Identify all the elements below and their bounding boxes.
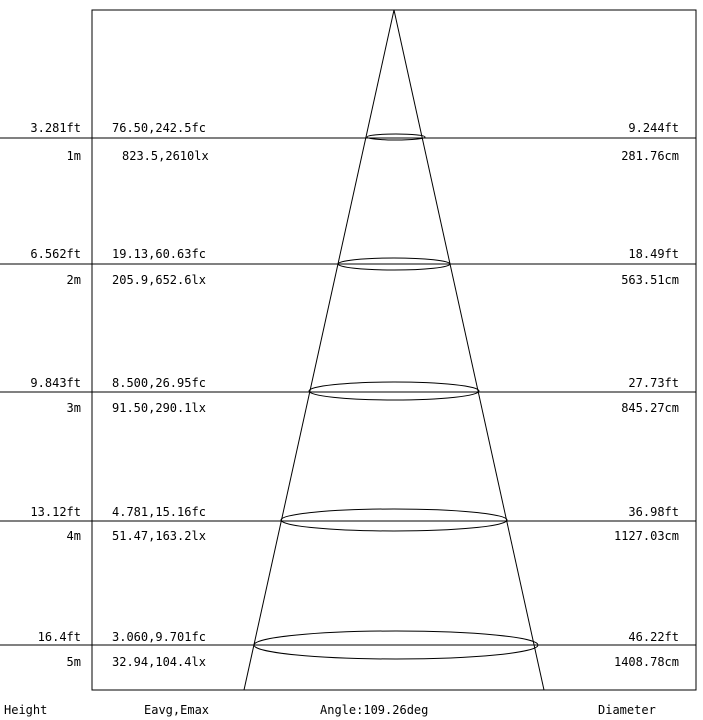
diameter-cm-label: 1127.03cm (614, 529, 679, 543)
illuminance-fc-label: 3.060,9.701fc (112, 630, 206, 644)
diameter-ft-label: 46.22ft (628, 630, 679, 644)
height-m-label: 5m (67, 655, 81, 669)
illuminance-fc-label: 4.781,15.16fc (112, 505, 206, 519)
beam-left-edge (244, 10, 394, 690)
illuminance-fc-label: 76.50,242.5fc (112, 121, 206, 135)
illuminance-lx-label: 823.5,2610lx (122, 149, 209, 163)
level-3: 9.843ft 3m 8.500,26.95fc 91.50,290.1lx 2… (0, 376, 696, 415)
diameter-column-label: Diameter (598, 703, 656, 717)
height-m-label: 2m (67, 273, 81, 287)
level-5: 16.4ft 5m 3.060,9.701fc 32.94,104.4lx 46… (0, 630, 696, 669)
height-m-label: 3m (67, 401, 81, 415)
height-ft-label: 9.843ft (30, 376, 81, 390)
diameter-ft-label: 36.98ft (628, 505, 679, 519)
beam-ellipse (281, 509, 507, 531)
beam-right-edge (394, 10, 544, 690)
illuminance-lx-label: 51.47,163.2lx (112, 529, 206, 543)
diameter-cm-label: 845.27cm (621, 401, 679, 415)
illuminance-lx-label: 32.94,104.4lx (112, 655, 206, 669)
diameter-ft-label: 27.73ft (628, 376, 679, 390)
beam-ellipse (367, 134, 425, 140)
height-ft-label: 3.281ft (30, 121, 81, 135)
diameter-ft-label: 18.49ft (628, 247, 679, 261)
height-column-label: Height (4, 703, 47, 717)
height-ft-label: 6.562ft (30, 247, 81, 261)
diameter-cm-label: 1408.78cm (614, 655, 679, 669)
illuminance-fc-label: 19.13,60.63fc (112, 247, 206, 261)
illuminance-lx-label: 91.50,290.1lx (112, 401, 206, 415)
illuminance-fc-label: 8.500,26.95fc (112, 376, 206, 390)
diameter-cm-label: 563.51cm (621, 273, 679, 287)
level-4: 13.12ft 4m 4.781,15.16fc 51.47,163.2lx 3… (0, 505, 696, 543)
illuminance-lx-label: 205.9,652.6lx (112, 273, 206, 287)
diameter-cm-label: 281.76cm (621, 149, 679, 163)
height-ft-label: 13.12ft (30, 505, 81, 519)
illuminance-column-label: Eavg,Emax (144, 703, 209, 717)
level-1: 3.281ft 1m 76.50,242.5fc 823.5,2610lx 9.… (0, 121, 696, 163)
level-2: 6.562ft 2m 19.13,60.63fc 205.9,652.6lx 1… (0, 247, 696, 287)
diagram-frame (92, 10, 696, 690)
height-m-label: 1m (67, 149, 81, 163)
height-ft-label: 16.4ft (38, 630, 81, 644)
height-m-label: 4m (67, 529, 81, 543)
beam-angle-label: Angle:109.26deg (320, 703, 428, 717)
beam-ellipse (309, 382, 479, 400)
diameter-ft-label: 9.244ft (628, 121, 679, 135)
